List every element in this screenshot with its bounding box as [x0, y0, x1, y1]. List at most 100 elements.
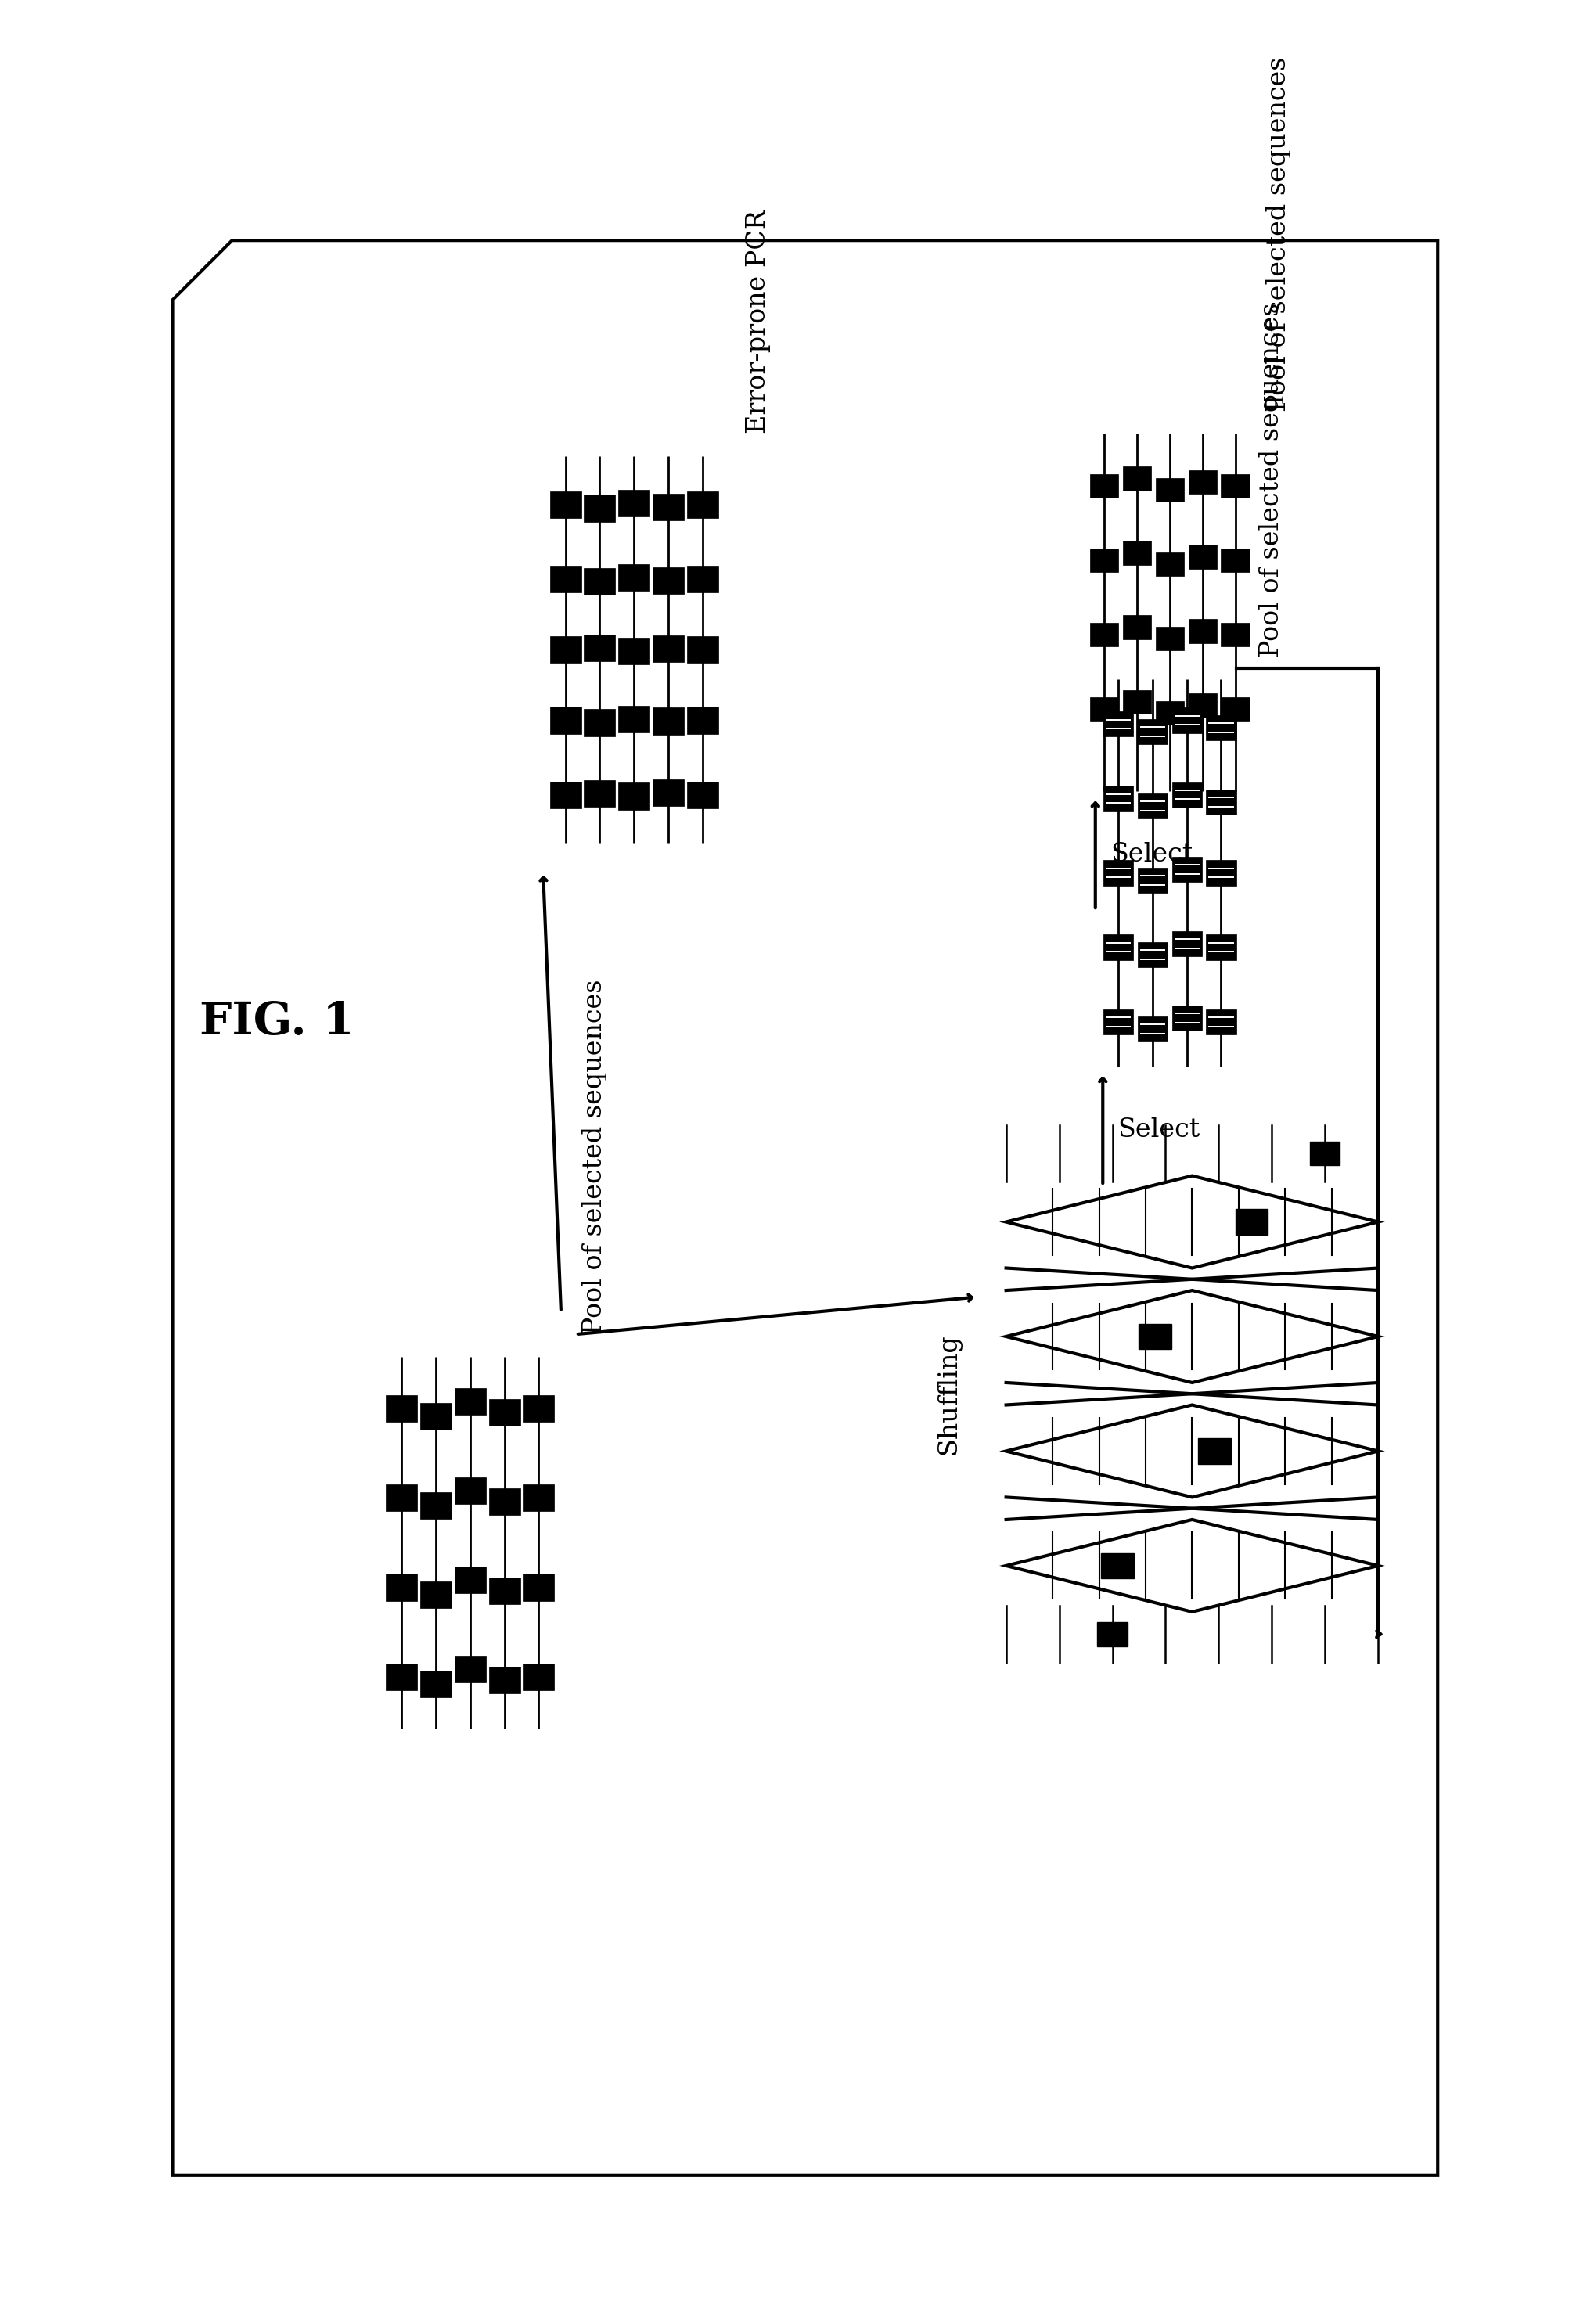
Bar	[652, 493, 684, 521]
Bar	[687, 706, 719, 734]
Bar	[1206, 934, 1236, 960]
Text: Shuffling: Shuffling	[936, 1334, 961, 1455]
Bar	[1122, 467, 1150, 490]
Bar	[618, 783, 649, 809]
Bar	[1155, 553, 1184, 576]
Bar	[1091, 697, 1119, 720]
Bar	[550, 781, 582, 809]
Bar	[454, 1655, 485, 1683]
Bar	[1138, 941, 1168, 967]
Bar	[1103, 711, 1133, 737]
Bar	[652, 567, 684, 595]
Bar	[1173, 858, 1202, 881]
Bar	[585, 495, 615, 521]
Bar	[1188, 469, 1217, 495]
Bar	[618, 490, 649, 516]
Bar	[1138, 1016, 1168, 1041]
Bar	[1188, 693, 1217, 718]
Bar	[687, 490, 719, 518]
Bar	[1138, 718, 1168, 744]
Bar	[523, 1394, 555, 1422]
Bar	[1155, 702, 1184, 725]
Bar	[489, 1666, 520, 1694]
Bar	[1188, 544, 1217, 569]
Bar	[454, 1478, 485, 1504]
Bar	[1221, 474, 1250, 497]
Bar	[1122, 616, 1150, 639]
Bar	[1091, 623, 1119, 646]
Bar	[687, 781, 719, 809]
Bar	[652, 634, 684, 662]
Bar	[1097, 1622, 1127, 1645]
Bar	[1122, 541, 1150, 565]
Polygon shape	[1005, 1290, 1377, 1383]
Bar	[421, 1492, 452, 1520]
Polygon shape	[1005, 1176, 1377, 1269]
Bar	[585, 634, 615, 662]
Bar	[550, 565, 582, 593]
Bar	[1173, 1006, 1202, 1030]
Bar	[1173, 932, 1202, 955]
Bar	[1206, 860, 1236, 885]
Bar	[1155, 479, 1184, 502]
Bar	[652, 709, 684, 734]
Bar	[489, 1399, 520, 1427]
Bar	[550, 706, 582, 734]
Bar	[1221, 623, 1250, 646]
Bar	[421, 1404, 452, 1429]
Bar	[1198, 1439, 1231, 1464]
Bar	[1103, 934, 1133, 960]
Bar	[421, 1671, 452, 1697]
Bar	[1103, 860, 1133, 885]
Bar	[523, 1573, 555, 1601]
Bar	[1091, 474, 1119, 497]
Text: Select: Select	[1110, 841, 1193, 867]
Bar	[386, 1573, 418, 1601]
Bar	[454, 1387, 485, 1415]
Bar	[386, 1664, 418, 1690]
Text: Pool of selected sequences: Pool of selected sequences	[582, 978, 607, 1334]
Bar	[1188, 618, 1217, 644]
Text: Pool of selected sequences: Pool of selected sequences	[1267, 56, 1292, 411]
Bar	[386, 1394, 418, 1422]
Bar	[1206, 716, 1236, 741]
Polygon shape	[1005, 1520, 1377, 1613]
Bar	[687, 637, 719, 662]
Bar	[489, 1487, 520, 1515]
Bar	[454, 1566, 485, 1594]
Bar	[1103, 1009, 1133, 1034]
Bar	[585, 781, 615, 806]
Bar	[1206, 790, 1236, 816]
Bar	[1138, 867, 1168, 892]
Bar	[1310, 1141, 1340, 1164]
Bar	[523, 1664, 555, 1690]
Bar	[687, 565, 719, 593]
Bar	[618, 706, 649, 732]
Bar	[550, 637, 582, 662]
Text: Select: Select	[1117, 1118, 1199, 1141]
Bar	[1138, 1325, 1171, 1350]
Bar	[1155, 627, 1184, 651]
Bar	[1138, 792, 1168, 818]
Bar	[1091, 548, 1119, 572]
Bar	[1122, 690, 1150, 713]
Text: Pool of selected sequences: Pool of selected sequences	[1259, 302, 1284, 658]
Bar	[386, 1485, 418, 1511]
Bar	[1102, 1552, 1135, 1578]
Bar	[652, 779, 684, 806]
Bar	[1173, 783, 1202, 806]
Bar	[618, 565, 649, 590]
Bar	[1103, 786, 1133, 811]
Bar	[1206, 1009, 1236, 1034]
Text: FIG. 1: FIG. 1	[200, 999, 355, 1043]
Bar	[1221, 548, 1250, 572]
Bar	[618, 637, 649, 665]
Bar	[550, 490, 582, 518]
Bar	[1221, 697, 1250, 720]
Bar	[1236, 1208, 1269, 1234]
Bar	[1173, 709, 1202, 732]
Bar	[523, 1485, 555, 1511]
Polygon shape	[1005, 1406, 1377, 1497]
Text: Error-prone PCR: Error-prone PCR	[745, 209, 771, 435]
Bar	[489, 1578, 520, 1604]
